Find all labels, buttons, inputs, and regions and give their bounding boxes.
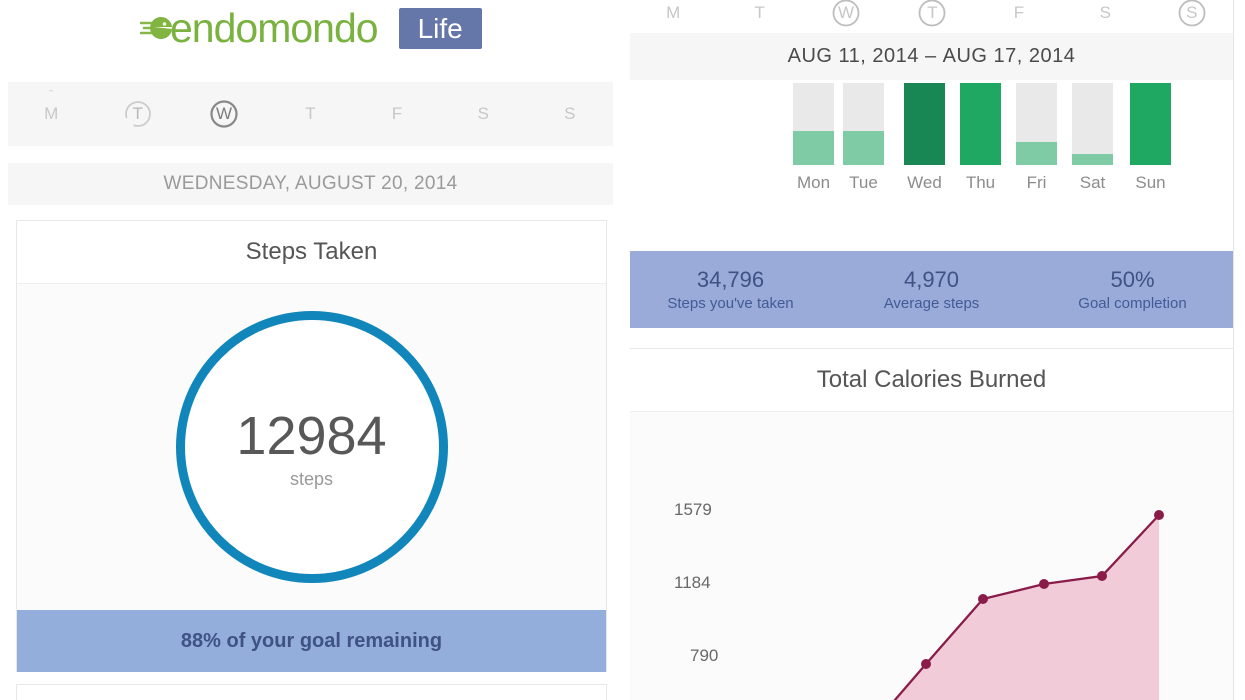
svg-text:790: 790: [690, 646, 718, 665]
svg-text:1184: 1184: [674, 573, 711, 592]
svg-text:1579: 1579: [674, 500, 712, 519]
